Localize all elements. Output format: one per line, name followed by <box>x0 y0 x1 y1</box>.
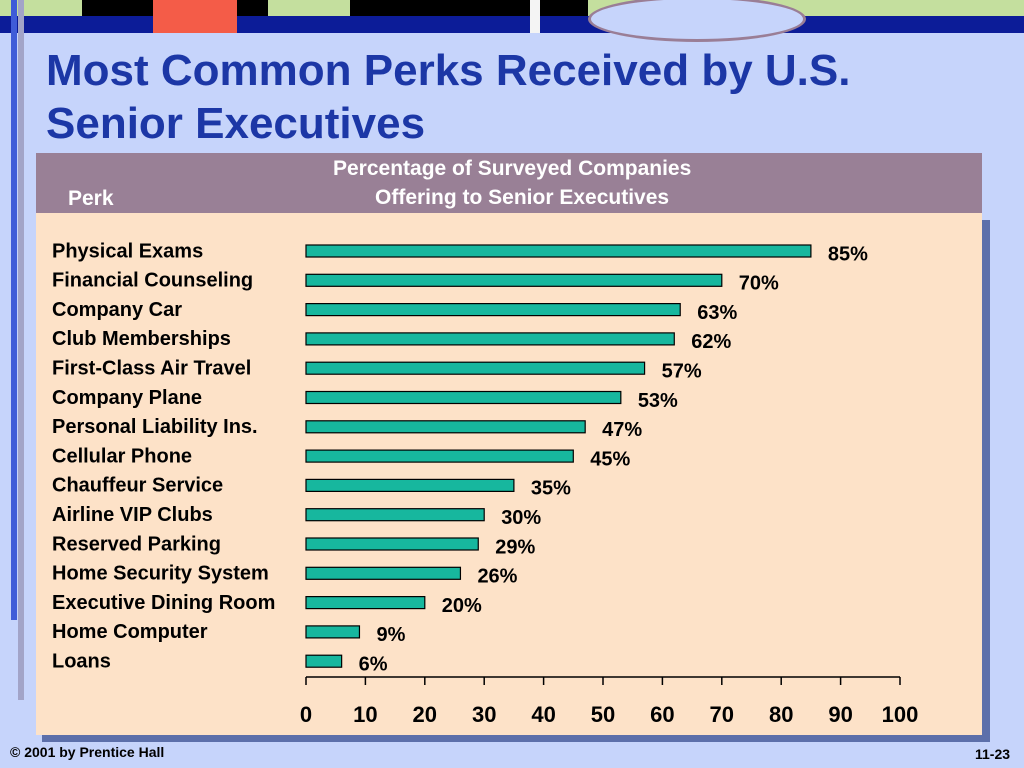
x-tick-label: 70 <box>710 702 734 727</box>
column-header-pct-line2: Offering to Senior Executives <box>375 186 670 209</box>
category-label: Chauffeur Service <box>52 475 223 497</box>
slide-title: Most Common Perks Received by U.S. Senio… <box>46 46 851 148</box>
category-label: Loans <box>52 650 111 672</box>
bar <box>305 654 343 668</box>
column-header-pct-line1: Percentage of Surveyed Companies <box>333 157 692 180</box>
x-tick-label: 100 <box>882 702 919 727</box>
value-label: 29% <box>495 536 535 558</box>
value-label: 20% <box>442 595 482 617</box>
value-label: 53% <box>638 390 678 412</box>
bar <box>305 303 681 317</box>
category-label: Reserved Parking <box>52 533 221 555</box>
value-label: 45% <box>590 448 630 470</box>
bar <box>305 478 515 492</box>
deco-left-stripe <box>11 0 17 620</box>
bar <box>305 449 574 463</box>
chart-panel <box>36 213 982 735</box>
bar <box>305 420 586 434</box>
category-label: Company Car <box>52 299 182 321</box>
value-label: 63% <box>697 302 737 324</box>
category-label: Club Memberships <box>52 328 231 350</box>
value-label: 6% <box>359 653 388 675</box>
value-label: 62% <box>691 331 731 353</box>
value-label: 70% <box>739 273 779 295</box>
category-label: Home Computer <box>52 621 208 643</box>
value-label: 30% <box>501 507 541 529</box>
value-label: 57% <box>662 360 702 382</box>
category-label: Personal Liability Ins. <box>52 416 258 438</box>
bar <box>305 332 675 346</box>
category-label: Financial Counseling <box>52 270 253 292</box>
deco-left-stripe-light <box>18 0 24 700</box>
footer-slide-number: 11-23 <box>975 746 1011 762</box>
deco-oval <box>588 0 806 42</box>
category-label: Executive Dining Room <box>52 592 275 614</box>
x-tick-label: 90 <box>828 702 852 727</box>
value-label: 35% <box>531 478 571 500</box>
deco-green-block-mid <box>268 0 350 16</box>
x-tick-label: 10 <box>353 702 377 727</box>
value-label: 47% <box>602 419 642 441</box>
x-tick-label: 50 <box>591 702 615 727</box>
x-tick-label: 40 <box>531 702 555 727</box>
footer-copyright: © 2001 by Prentice Hall <box>10 744 165 760</box>
bar <box>305 508 485 522</box>
bar <box>305 625 361 639</box>
value-label: 26% <box>477 566 517 588</box>
bar <box>305 595 426 610</box>
bar <box>305 537 479 551</box>
category-label: Company Plane <box>52 387 202 409</box>
x-tick-label: 20 <box>413 702 437 727</box>
category-label: Physical Exams <box>52 240 203 262</box>
category-label: Cellular Phone <box>52 445 192 467</box>
bar <box>305 390 622 405</box>
x-tick-label: 60 <box>650 702 674 727</box>
category-label: Home Security System <box>52 563 269 585</box>
category-label: First-Class Air Travel <box>52 357 251 379</box>
column-header-perk: Perk <box>68 187 114 210</box>
value-label: 85% <box>828 243 868 265</box>
bar <box>305 244 812 258</box>
x-tick-label: 30 <box>472 702 496 727</box>
bar <box>305 566 462 580</box>
deco-white-strip-top <box>530 0 540 33</box>
x-tick-label: 0 <box>300 702 312 727</box>
bar <box>305 273 723 287</box>
deco-red-square <box>153 0 237 33</box>
x-tick-label: 80 <box>769 702 793 727</box>
category-label: Airline VIP Clubs <box>52 504 213 526</box>
column-header-band: Perk Percentage of Surveyed Companies Of… <box>36 153 982 213</box>
value-label: 9% <box>376 624 405 646</box>
bar <box>305 361 646 375</box>
